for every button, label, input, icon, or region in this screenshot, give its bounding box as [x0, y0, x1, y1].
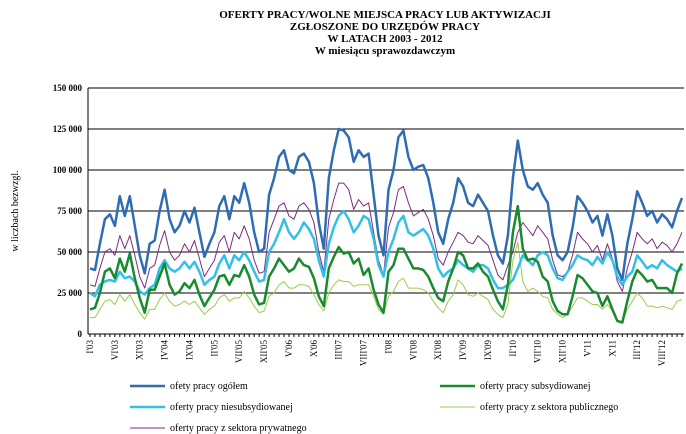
- y-tick-label: 50 000: [57, 247, 82, 257]
- legend-label: oferty pracy subsydiowanej: [480, 381, 591, 392]
- x-tick-label: XI'08: [433, 340, 443, 361]
- chart-title: ZGŁOSZONE DO URZĘDÓW PRACY: [290, 21, 480, 33]
- y-tick-label: 75 000: [57, 206, 82, 216]
- y-tick-label: 25 000: [57, 288, 82, 298]
- y-tick-label: 150 000: [53, 83, 83, 93]
- x-tick-label: XII'05: [259, 340, 269, 364]
- x-tick-label: II'10: [508, 340, 518, 357]
- x-tick-label: VI'08: [408, 340, 418, 361]
- x-tick-label: VIII'07: [359, 340, 369, 367]
- series-line: [89, 209, 683, 298]
- series-line: [89, 182, 683, 292]
- y-tick-label: 0: [78, 329, 83, 339]
- legend-label: oferty pracy z sektora publicznego: [480, 402, 618, 413]
- chart-title: OFERTY PRACY/WOLNE MIEJSCA PRACY LUB AKT…: [219, 9, 551, 21]
- x-tick-label: IV'04: [160, 340, 170, 361]
- x-tick-label: VII'10: [533, 340, 543, 364]
- x-tick-label: VII'05: [234, 340, 244, 364]
- x-tick-label: I'08: [383, 340, 393, 354]
- series-line: [89, 127, 684, 282]
- x-tick-label: V'11: [582, 340, 592, 357]
- x-tick-label: III'07: [334, 340, 344, 360]
- chart-subtitle: W miesiącu sprawozdawczym: [315, 45, 455, 57]
- x-tick-label: III'12: [632, 340, 642, 360]
- x-tick-label: I'03: [85, 340, 95, 354]
- legend-label: ofety pracy ogółem: [170, 381, 248, 392]
- legend-label: oferty pracy z sektora prywatnego: [170, 423, 307, 434]
- legend-label: oferty pracy niesubsydiowanej: [170, 402, 293, 413]
- x-tick-label: XII'10: [558, 340, 568, 364]
- y-tick-label: 100 000: [53, 165, 83, 175]
- x-tick-label: IX'09: [483, 340, 493, 361]
- x-tick-label: XI'03: [135, 340, 145, 361]
- x-tick-label: IX'04: [184, 340, 194, 361]
- series-line: [89, 204, 684, 324]
- y-axis-label: w liczbach bezwzgl.: [10, 170, 21, 251]
- y-tick-label: 125 000: [53, 124, 83, 134]
- x-tick-label: IV'09: [458, 340, 468, 361]
- x-tick-label: VIII'12: [657, 340, 667, 366]
- x-tick-label: VI'03: [110, 340, 120, 361]
- series-line: [90, 241, 683, 323]
- x-tick-label: V'06: [284, 340, 294, 358]
- chart-title: W LATACH 2003 - 2012: [328, 33, 443, 45]
- x-tick-label: X'11: [607, 340, 617, 357]
- x-tick-label: II'05: [209, 340, 219, 357]
- x-tick-label: X'06: [309, 340, 319, 358]
